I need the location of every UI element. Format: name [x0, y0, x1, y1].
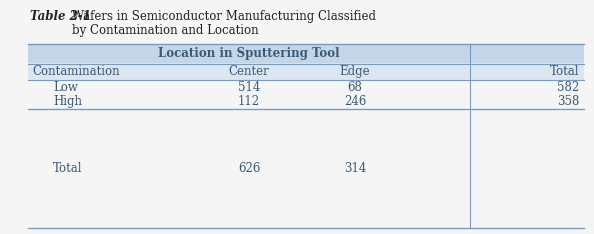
Text: 358: 358 [557, 95, 579, 108]
Text: 112: 112 [238, 95, 260, 108]
Text: Low: Low [53, 81, 78, 94]
Text: Contamination: Contamination [32, 65, 119, 78]
Text: Total: Total [53, 162, 83, 175]
Text: 68: 68 [347, 81, 362, 94]
Bar [28, 44, 584, 63]
Text: High: High [53, 95, 82, 108]
Text: Location in Sputtering Tool: Location in Sputtering Tool [158, 47, 340, 60]
Text: 582: 582 [557, 81, 579, 94]
Text: 626: 626 [238, 162, 260, 175]
Text: 246: 246 [344, 95, 366, 108]
Text: Total: Total [549, 65, 579, 78]
Text: 514: 514 [238, 81, 260, 94]
Text: by Contamination and Location: by Contamination and Location [72, 24, 258, 37]
Text: Edge: Edge [340, 65, 371, 78]
Text: 314: 314 [344, 162, 366, 175]
Text: Table 2-1: Table 2-1 [30, 10, 91, 23]
Bar [28, 63, 584, 80]
Text: Wafers in Semiconductor Manufacturing Classified: Wafers in Semiconductor Manufacturing Cl… [72, 10, 376, 23]
Text: Center: Center [229, 65, 270, 78]
